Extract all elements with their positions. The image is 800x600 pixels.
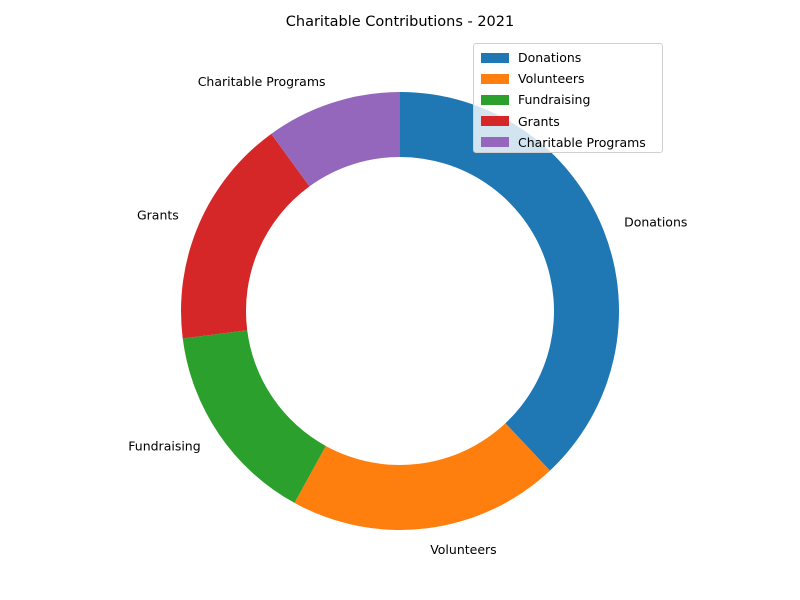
slice-label-charitable-programs: Charitable Programs [198, 74, 326, 89]
chart-title: Charitable Contributions - 2021 [286, 14, 514, 30]
slice-fundraising [183, 330, 326, 503]
legend-label-fundraising: Fundraising [518, 92, 590, 107]
slice-volunteers [294, 423, 549, 530]
legend-label-volunteers: Volunteers [518, 71, 584, 86]
legend-swatch-donations [481, 53, 509, 63]
legend-label-donations: Donations [518, 50, 581, 65]
slice-label-grants: Grants [137, 207, 179, 222]
legend-item-donations: Donations [481, 47, 662, 68]
legend-item-charitable-programs: Charitable Programs [481, 132, 662, 153]
legend-item-volunteers: Volunteers [481, 68, 662, 89]
slice-grants [181, 134, 309, 339]
legend-swatch-grants [481, 116, 509, 126]
legend-swatch-charitable-programs [481, 137, 509, 147]
legend-item-grants: Grants [481, 111, 662, 132]
legend-label-grants: Grants [518, 114, 560, 129]
donut-slices [181, 92, 619, 530]
legend-label-charitable-programs: Charitable Programs [518, 135, 646, 150]
legend-swatch-volunteers [481, 74, 509, 84]
legend-item-fundraising: Fundraising [481, 89, 662, 110]
chart-legend: Donations Volunteers Fundraising Grants … [473, 43, 663, 153]
slice-label-fundraising: Fundraising [128, 438, 200, 453]
slice-label-volunteers: Volunteers [430, 542, 496, 557]
legend-swatch-fundraising [481, 95, 509, 105]
slice-label-donations: Donations [624, 214, 687, 229]
